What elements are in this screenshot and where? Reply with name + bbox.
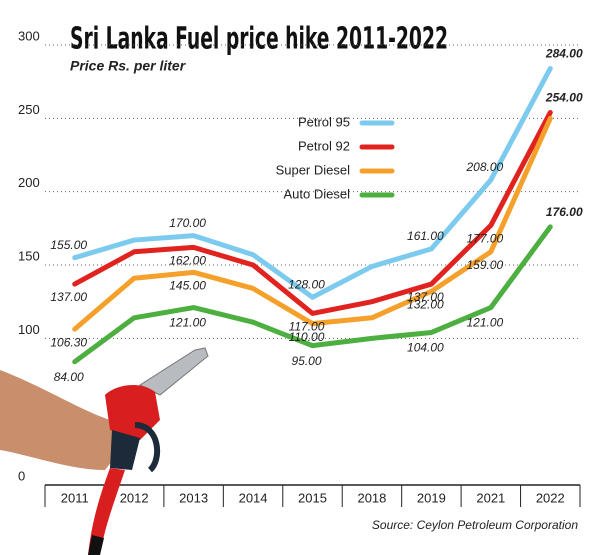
x-tick-label: 2022 [536,490,565,505]
y-tick-label: 0 [18,468,25,483]
data-label: 208.00 [465,160,503,174]
data-label: 128.00 [288,277,325,291]
data-label: 106.30 [50,335,87,349]
x-tick-label: 2014 [239,490,268,505]
x-tick-label: 2011 [61,490,89,505]
series-line [72,65,553,300]
x-tick-label: 2018 [357,490,386,505]
data-label: 137.00 [50,290,87,304]
data-label: 159.00 [466,258,503,272]
chart-title: Sri Lanka Fuel price hike 2011-2022 [70,22,448,57]
legend-label: Auto Diesel [284,186,351,201]
y-tick-label: 200 [18,175,40,190]
data-label: 177.00 [466,232,503,246]
data-label: 95.00 [291,354,321,368]
series-line [72,115,553,332]
x-tick-label: 2012 [120,490,149,505]
series-line [72,109,553,316]
x-tick-label: 2013 [179,490,208,505]
data-label: 132.00 [407,298,444,312]
source: Source: Ceylon Petroleum Corporation [372,518,578,532]
y-tick-label: 150 [18,248,40,263]
data-label: 104.00 [407,341,444,355]
data-label: 110.00 [289,330,325,344]
legend-label: Petrol 95 [298,114,350,129]
x-tick-label: 2019 [417,490,446,505]
data-label: 161.00 [407,229,444,243]
chart-subtitle: Price Rs. per liter [70,58,187,74]
x-tick-label: 2021 [476,490,505,505]
legend-label: Super Diesel [276,162,351,177]
y-tick-label: 250 [18,102,40,117]
legend-label: Petrol 92 [298,138,350,153]
data-label: 254.00 [545,91,583,105]
data-label: 162.00 [169,254,206,268]
fuel-nozzle-illustration [0,347,209,555]
data-label: 84.00 [54,370,84,384]
series-line [72,224,553,365]
data-label: 121.00 [169,316,206,330]
data-label: 155.00 [50,238,87,252]
data-label: 284.00 [545,47,583,61]
data-label: 145.00 [169,279,206,293]
data-label: 121.00 [466,316,503,330]
data-label: 137.00 [407,290,444,304]
y-tick-label: 300 [18,28,40,43]
data-label: 117.00 [289,320,325,334]
data-label: 170.00 [169,216,206,230]
x-tick-label: 2015 [298,490,327,505]
plot-area: 0 100 150 200 250 300 2011 2012 2013 2014 2015 2018… [18,28,583,507]
data-label: 176.00 [546,205,583,219]
y-tick-label: 100 [18,322,40,337]
